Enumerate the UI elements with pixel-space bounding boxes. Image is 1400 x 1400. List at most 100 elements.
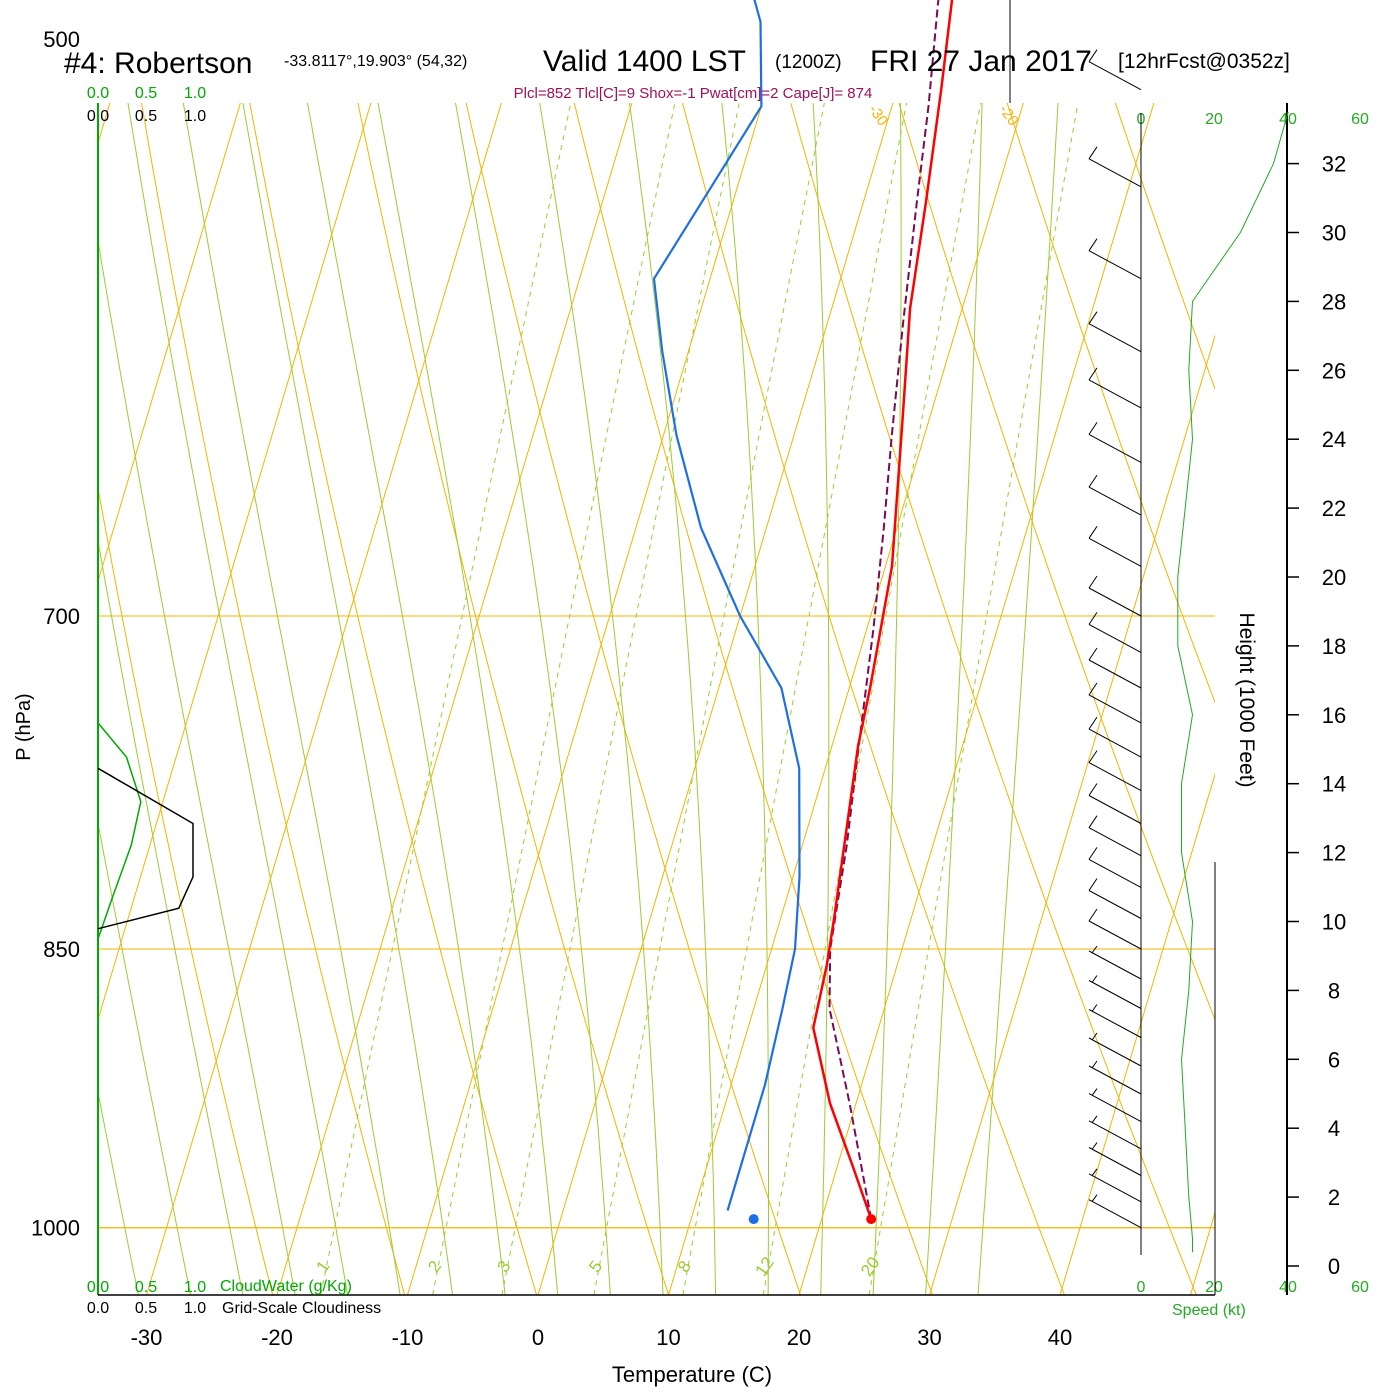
dry-adiabat bbox=[1368, 0, 1400, 1311]
mixing-ratio-label: 1 bbox=[312, 1257, 333, 1276]
wind-barb bbox=[1088, 526, 1142, 567]
height-tick-label: 16 bbox=[1322, 703, 1346, 728]
forecast-info: [12hrFcst@0352z] bbox=[1118, 50, 1290, 73]
moist-adiabat bbox=[792, 103, 902, 1295]
wind-barb bbox=[1088, 422, 1142, 463]
moist-adiabat bbox=[322, 103, 665, 1295]
isotherm bbox=[798, 103, 1215, 1295]
wind-barbs bbox=[1088, 49, 1142, 1229]
temperature-tick-label: 20 bbox=[787, 1325, 811, 1350]
wind-barb bbox=[1088, 975, 1142, 1009]
cloudiness-bottom-tick: 1.0 bbox=[184, 1300, 206, 1317]
wind-barb bbox=[1088, 238, 1142, 280]
height-tick-label: 28 bbox=[1322, 289, 1346, 314]
wind-barb bbox=[1088, 908, 1142, 950]
wind-barb bbox=[1088, 682, 1142, 724]
wind-barb bbox=[1088, 847, 1142, 888]
wind-barb bbox=[1088, 146, 1142, 188]
height-tick-label: 0 bbox=[1328, 1254, 1340, 1279]
height-tick-label: 4 bbox=[1328, 1116, 1340, 1141]
cloudiness-bottom-tick: 0.5 bbox=[135, 1300, 157, 1317]
wind-barb bbox=[1088, 647, 1142, 689]
wind-barb bbox=[1088, 1168, 1142, 1203]
wind-barb bbox=[1088, 1194, 1142, 1229]
wind-barb bbox=[1088, 1142, 1142, 1176]
isotherm bbox=[276, 103, 1027, 1295]
speed-axis-label: Speed (kt) bbox=[1172, 1302, 1246, 1319]
mixing-ratio-label: 20 bbox=[857, 1253, 883, 1279]
mixing-ratio-line bbox=[868, 103, 1160, 1295]
dry-adiabat bbox=[846, 103, 1215, 1295]
dry-adiabat bbox=[412, 103, 1072, 1295]
cloudiness-curve bbox=[97, 767, 194, 930]
isotherm bbox=[98, 103, 113, 1295]
wind-barb bbox=[1088, 945, 1142, 980]
cloudwater-label: CloudWater (g/Kg) bbox=[220, 1278, 352, 1295]
mixing-ratio-label: 2 bbox=[424, 1257, 445, 1276]
utc-time: (1200Z) bbox=[775, 52, 842, 73]
height-tick-label: 12 bbox=[1322, 841, 1346, 866]
cloudwater-top-tick: 0.0 bbox=[87, 85, 109, 102]
height-tick-label: 20 bbox=[1322, 565, 1346, 590]
mixing-ratio-line bbox=[501, 103, 831, 1295]
isotherm bbox=[407, 103, 1157, 1295]
height-tick-label: 22 bbox=[1322, 496, 1346, 521]
moist-adiabat bbox=[924, 103, 989, 1295]
temperature-tick-label: 30 bbox=[917, 1325, 941, 1350]
isotherm bbox=[1059, 103, 1215, 1295]
speed-top-tick: 60 bbox=[1351, 111, 1369, 128]
height-tick-label: 8 bbox=[1328, 978, 1340, 1003]
isotherm bbox=[929, 103, 1215, 1295]
temperature-tick-label: -10 bbox=[392, 1325, 424, 1350]
speed-bottom-tick: 20 bbox=[1205, 1279, 1223, 1296]
wind-barb bbox=[1088, 815, 1142, 857]
isotherm bbox=[98, 103, 505, 1295]
isotherm bbox=[98, 103, 635, 1295]
moist-adiabat bbox=[519, 103, 769, 1295]
mixing-ratio-label: 8 bbox=[674, 1257, 695, 1276]
isotherm bbox=[98, 103, 374, 1295]
y-axis-title: P (hPa) bbox=[13, 693, 35, 760]
height-tick-label: 30 bbox=[1322, 221, 1346, 246]
cloudwater-bottom-tick: 1.0 bbox=[184, 1279, 206, 1296]
height-tick-label: 2 bbox=[1328, 1185, 1340, 1210]
moist-adiabat bbox=[976, 103, 1096, 1295]
moist-adiabat bbox=[98, 103, 456, 1295]
pressure-tick-label: 1000 bbox=[31, 1216, 80, 1241]
wind-barb bbox=[1088, 783, 1142, 824]
temperature-tick-label: 40 bbox=[1048, 1325, 1072, 1350]
station-title: #4: Robertson bbox=[64, 47, 252, 80]
temperature-tick-label: -30 bbox=[131, 1325, 163, 1350]
parcel-curve bbox=[828, 0, 940, 1220]
right-axis-title: Height (1000 Feet) bbox=[1235, 612, 1258, 787]
mixing-ratio-line bbox=[682, 103, 994, 1295]
dry-adiabat bbox=[499, 103, 1204, 1295]
surface-temperature-dot bbox=[866, 1214, 877, 1225]
valid-time: Valid 1400 LST bbox=[543, 45, 746, 78]
cloudwater-top-tick: 1.0 bbox=[184, 85, 206, 102]
moist-adiabat bbox=[117, 103, 508, 1295]
wind-barb bbox=[1088, 311, 1142, 353]
mixing-ratio-label: 5 bbox=[585, 1257, 606, 1276]
wind-barb bbox=[1088, 1088, 1142, 1123]
moist-adiabat bbox=[98, 103, 404, 1295]
cloudiness-bottom-tick: 0.0 bbox=[87, 1300, 109, 1317]
speed-top-tick: 20 bbox=[1205, 111, 1223, 128]
wind-barb bbox=[1088, 1004, 1142, 1038]
isotherm bbox=[537, 103, 1215, 1295]
height-tick-label: 18 bbox=[1322, 634, 1346, 659]
isotherm bbox=[668, 103, 1215, 1295]
cloudiness-top-tick: 1.0 bbox=[184, 108, 206, 125]
mixing-ratio-line bbox=[593, 103, 914, 1295]
mixing-ratio-label: 3 bbox=[494, 1257, 515, 1276]
isotherm bbox=[146, 103, 896, 1295]
pressure-tick-label: 850 bbox=[43, 937, 80, 962]
side-panels bbox=[97, 0, 1299, 1296]
dry-adiabat bbox=[586, 103, 1215, 1295]
dry-adiabat bbox=[672, 103, 1215, 1295]
sounding-curves bbox=[652, 0, 954, 1225]
wind-barb bbox=[1088, 716, 1142, 758]
mixing-ratio-line bbox=[432, 103, 769, 1295]
speed-bottom-tick: 60 bbox=[1351, 1279, 1369, 1296]
